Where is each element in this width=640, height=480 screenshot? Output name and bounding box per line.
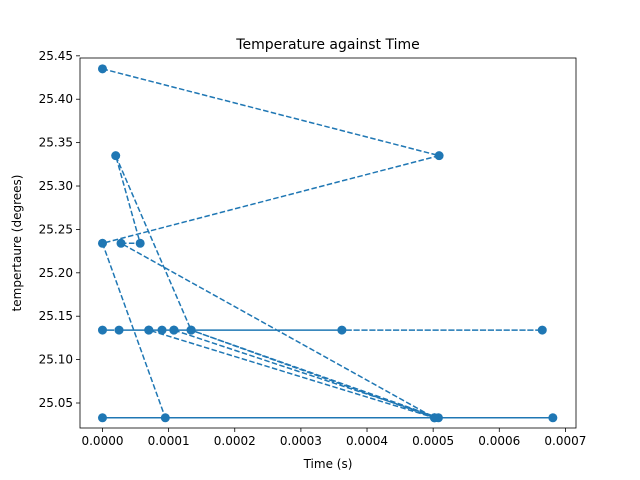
x-tick-label: 0.0000	[81, 434, 123, 448]
y-tick-label: 25.05	[39, 396, 73, 410]
chart-title: Temperature against Time	[235, 37, 419, 53]
x-tick-label: 0.0001	[148, 434, 190, 448]
data-point	[97, 238, 107, 248]
data-point	[337, 325, 347, 335]
x-tick-label: 0.0003	[280, 434, 322, 448]
y-tick-label: 25.15	[39, 309, 73, 323]
y-axis-ticks: 25.05 25.10 25.15 25.20 25.25 25.30 25.35 25.40…	[39, 49, 80, 410]
data-point	[429, 413, 439, 423]
data-point	[116, 238, 126, 248]
x-axis-label: Time (s)	[303, 457, 353, 471]
data-point	[548, 413, 558, 423]
plot-area	[80, 58, 576, 428]
data-point	[160, 413, 170, 423]
data-point	[135, 238, 145, 248]
data-point	[114, 325, 124, 335]
x-tick-label: 0.0005	[412, 434, 454, 448]
data-point	[111, 151, 121, 161]
data-point	[434, 151, 444, 161]
x-tick-label: 0.0004	[346, 434, 388, 448]
y-tick-label: 25.20	[39, 266, 73, 280]
y-tick-label: 25.35	[39, 136, 73, 150]
data-point	[169, 325, 179, 335]
x-axis-ticks: 0.0000 0.0001 0.0002 0.0003 0.0004 0.0005 0.00…	[81, 428, 586, 448]
data-point	[157, 325, 167, 335]
plot-frame	[79, 57, 577, 429]
y-tick-label: 25.25	[39, 222, 73, 236]
y-tick-label: 25.40	[39, 92, 73, 106]
data-point	[97, 413, 107, 423]
y-axis-label: tempertaure (degrees)	[10, 175, 24, 312]
y-tick-label: 25.30	[39, 179, 73, 193]
x-tick-label: 0.0002	[214, 434, 256, 448]
data-point	[537, 325, 547, 335]
data-point	[144, 325, 154, 335]
data-point	[97, 325, 107, 335]
data-point	[97, 64, 107, 74]
y-tick-label: 25.10	[39, 353, 73, 367]
x-tick-label: 0.0006	[478, 434, 520, 448]
series-layer	[97, 64, 558, 423]
data-point	[186, 325, 196, 335]
y-tick-label: 25.45	[39, 49, 73, 63]
x-tick-label: 0.0007	[544, 434, 586, 448]
